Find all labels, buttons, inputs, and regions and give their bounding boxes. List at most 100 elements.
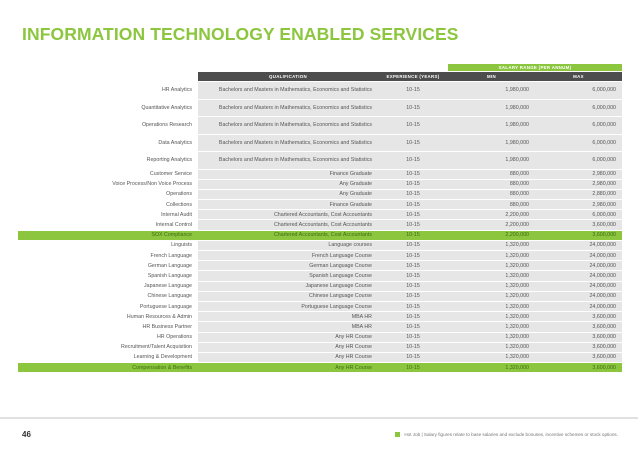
min-salary-cell: 880,000 [448,189,535,200]
table-row: German Language German Language Course 10-… [18,261,622,271]
max-salary-cell: 3,600,000 [535,352,622,363]
qualification-cell: Any Graduate [198,179,378,189]
role-cell: HR Operations [156,334,192,341]
salary-band-row: SALARY RANGE (PER ANNUM) [18,64,622,71]
min-salary-cell: 1,320,000 [448,281,535,291]
header-min: MIN [448,72,535,81]
experience-cell: 10-15 [378,240,448,250]
header-max: MAX [535,72,622,81]
experience-cell: 10-15 [378,189,448,200]
table-row: Voice Process/Non Voice Process Any Gradu… [18,179,622,189]
experience-cell: 10-15 [378,251,448,261]
role-cell: Human Resources & Admin [126,313,192,320]
table-row: Reporting Analytics Bachelors and Masters… [18,152,622,169]
role-cell: Internal Control [155,222,192,229]
salary-table-body: SALARY RANGE (PER ANNUM) QUALIFICATION E… [18,64,622,373]
min-salary-cell: 1,320,000 [448,301,535,312]
table-row: Spanish Language Spanish Language Course 1… [18,271,622,281]
qualification-cell: MBA HR [198,312,378,322]
table-row: Internal Audit Chartered Accountants, Cos… [18,210,622,220]
experience-cell: 10-15 [378,281,448,291]
qualification-cell: Bachelors and Masters in Mathematics, Ec… [198,117,378,134]
min-salary-cell: 1,320,000 [448,332,535,342]
experience-cell: 10-15 [378,352,448,363]
max-salary-cell: 6,000,000 [535,134,622,151]
role-cell: German Language [147,262,192,269]
max-salary-cell: 3,600,000 [535,332,622,342]
experience-cell: 10-15 [378,363,448,373]
min-salary-cell: 880,000 [448,179,535,189]
table-row: Quantitative Analytics Bachelors and Mast… [18,99,622,116]
min-salary-cell: 1,980,000 [448,152,535,169]
role-cell: Data Analytics [158,139,192,146]
qualification-cell: Japanese Language Course [198,281,378,291]
footer-legend-text: Hot Job | Salary figures relate to base … [404,432,618,437]
qualification-cell: Chartered Accountants, Cost Accountants [198,230,378,240]
role-cell: Japanese Language [143,283,192,290]
max-salary-cell: 3,600,000 [535,230,622,240]
min-salary-cell: 1,320,000 [448,312,535,322]
min-salary-cell: 880,000 [448,169,535,179]
qualification-cell: Spanish Language Course [198,271,378,281]
table-row: Internal Control Chartered Accountants, C… [18,220,622,230]
table-row: Recruitment/Talent Acquisition Any HR Cou… [18,342,622,352]
min-salary-cell: 1,980,000 [448,82,535,99]
max-salary-cell: 24,000,000 [535,271,622,281]
table-row: Customer Service Finance Graduate 10-15 880… [18,169,622,179]
max-salary-cell: 24,000,000 [535,251,622,261]
table-row: Linguists Language courses 10-15 1,320,000 2… [18,240,622,250]
experience-cell: 10-15 [378,230,448,240]
experience-cell: 10-15 [378,342,448,352]
table-row: French Language French Language Course 10-… [18,251,622,261]
role-cell: Learning & Development [133,354,192,361]
max-salary-cell: 24,000,000 [535,261,622,271]
experience-cell: 10-15 [378,200,448,210]
table-row: Operations Any Graduate 10-15 880,000 2,880,… [18,189,622,200]
qualification-cell: MBA HR [198,322,378,332]
qualification-cell: Any HR Course [198,332,378,342]
table-row: Learning & Development Any HR Course 10-15… [18,352,622,363]
role-cell: Quantitative Analytics [141,104,192,111]
min-salary-cell: 1,320,000 [448,342,535,352]
role-cell: Voice Process/Non Voice Process [112,181,192,188]
experience-cell: 10-15 [378,210,448,220]
role-cell: Chinese Language [147,293,192,300]
max-salary-cell: 6,000,000 [535,117,622,134]
table-row: Human Resources & Admin MBA HR 10-15 1,320,… [18,312,622,322]
page-title: INFORMATION TECHNOLOGY ENABLED SERVICES [22,24,459,44]
experience-cell: 10-15 [378,322,448,332]
qualification-cell: Any HR Course [198,352,378,363]
qualification-cell: Bachelors and Masters in Mathematics, Ec… [198,82,378,99]
max-salary-cell: 2,880,000 [535,189,622,200]
qualification-cell: French Language Course [198,251,378,261]
experience-cell: 10-15 [378,301,448,312]
header-experience: EXPERIENCE (YEARS) [378,72,448,81]
role-cell: Customer Service [149,171,192,178]
max-salary-cell: 24,000,000 [535,281,622,291]
experience-cell: 10-15 [378,152,448,169]
qualification-cell: Bachelors and Masters in Mathematics, Ec… [198,99,378,116]
max-salary-cell: 6,000,000 [535,82,622,99]
max-salary-cell: 3,600,000 [535,220,622,230]
experience-cell: 10-15 [378,220,448,230]
qualification-cell: Any HR Course [198,342,378,352]
role-cell: HR Analytics [161,87,192,94]
experience-cell: 10-15 [378,271,448,281]
header-row: QUALIFICATION EXPERIENCE (YEARS) MIN MAX [18,72,622,81]
qualification-cell: Bachelors and Masters in Mathematics, Ec… [198,152,378,169]
role-cell: Operations [166,191,192,198]
max-salary-cell: 3,600,000 [535,342,622,352]
min-salary-cell: 2,200,000 [448,220,535,230]
experience-cell: 10-15 [378,134,448,151]
min-salary-cell: 1,320,000 [448,291,535,301]
min-salary-cell: 1,980,000 [448,117,535,134]
table-row: Data Analytics Bachelors and Masters in M… [18,134,622,151]
min-salary-cell: 2,200,000 [448,210,535,220]
min-salary-cell: 1,320,000 [448,240,535,250]
max-salary-cell: 2,980,000 [535,179,622,189]
qualification-cell: Language courses [198,240,378,250]
qualification-cell: Portuguese Language Course [198,301,378,312]
footer-divider [0,417,638,419]
experience-cell: 10-15 [378,169,448,179]
max-salary-cell: 2,980,000 [535,200,622,210]
